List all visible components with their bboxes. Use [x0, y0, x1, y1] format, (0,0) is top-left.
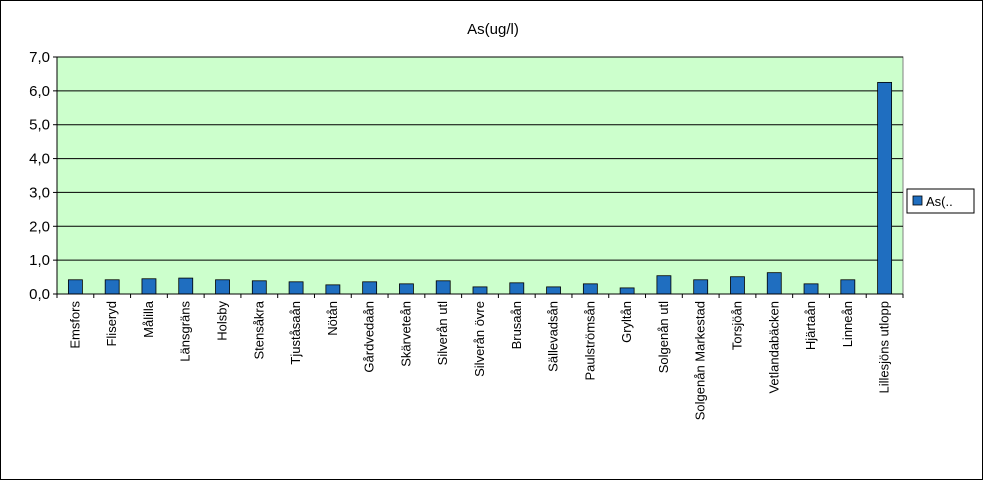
y-tick-label: 3,0 [29, 184, 50, 201]
x-tick-label: Hjärtaån [803, 301, 818, 350]
bar [67, 279, 83, 295]
bar [141, 278, 157, 295]
legend-label: As(.. [926, 194, 953, 209]
plot-area [56, 56, 904, 295]
x-tick-label: Emsfors [67, 301, 82, 349]
x-tick-label: Brusaån [509, 301, 524, 349]
x-tick-label: Tjuståsaån [288, 301, 303, 365]
x-tick-label: Fliseryd [104, 301, 119, 347]
x-tick-label: Paulströmsån [582, 301, 597, 380]
y-tick-label: 0,0 [29, 286, 50, 303]
bar [104, 279, 120, 295]
bar [546, 286, 561, 295]
x-tick-label: Målilla [141, 300, 156, 338]
x-tick-label: Silverån utl [435, 301, 450, 365]
x-axis-ticks: Emsfors Fliseryd Målilla Länsgräns Holsby Ste… [56, 294, 904, 420]
x-tick-label: Solgenån utl [656, 301, 671, 373]
bar [693, 279, 709, 295]
bar [730, 276, 745, 295]
bar [215, 279, 230, 295]
bar [472, 286, 488, 295]
bar [435, 280, 451, 295]
x-tick-label: Nötån [325, 301, 340, 336]
y-tick-label: 6,0 [29, 83, 50, 100]
gridlines [57, 56, 903, 261]
bar [288, 281, 304, 295]
x-tick-label: Länsgräns [178, 301, 193, 362]
y-tick-label: 2,0 [29, 218, 50, 235]
x-tick-label: Lillesjöns utlopp [877, 301, 892, 394]
bar [877, 81, 893, 295]
legend: As(.. [906, 188, 975, 214]
bar [619, 287, 635, 295]
bar [399, 283, 414, 295]
y-tick-label: 1,0 [29, 252, 50, 269]
bar [582, 283, 598, 295]
x-tick-label: Skärveteån [398, 301, 413, 367]
bar [766, 272, 782, 295]
x-tick-label: Solgenån Markestad [693, 301, 708, 420]
bar [325, 284, 341, 295]
y-tick-label: 4,0 [29, 151, 50, 168]
x-tick-label: Gryltån [619, 301, 634, 343]
x-tick-label: Linneån [840, 301, 855, 347]
bar [178, 277, 194, 295]
x-tick-label: Stensåkra [251, 300, 266, 359]
bar [251, 280, 267, 295]
y-tick-label: 7,0 [29, 49, 50, 66]
x-tick-label: Holsby [215, 301, 230, 341]
bar [656, 275, 672, 295]
legend-swatch [912, 195, 923, 206]
x-tick-label: Gårdvedaån [362, 301, 377, 373]
x-tick-label: Silverån övre [472, 301, 487, 377]
chart-title: As(ug/l) [467, 21, 519, 38]
y-tick-label: 5,0 [29, 117, 50, 134]
bar [362, 281, 378, 295]
bar [803, 283, 819, 295]
bar [840, 279, 856, 295]
bar [509, 282, 525, 295]
y-axis-ticks: 0,0 1,0 2,0 3,0 4,0 5,0 6,0 7,0 [29, 49, 57, 303]
x-tick-label: Vetlandabäcken [766, 301, 781, 394]
x-tick-label: Torsjöån [729, 301, 744, 350]
x-tick-label: Sällevadsån [546, 301, 561, 372]
